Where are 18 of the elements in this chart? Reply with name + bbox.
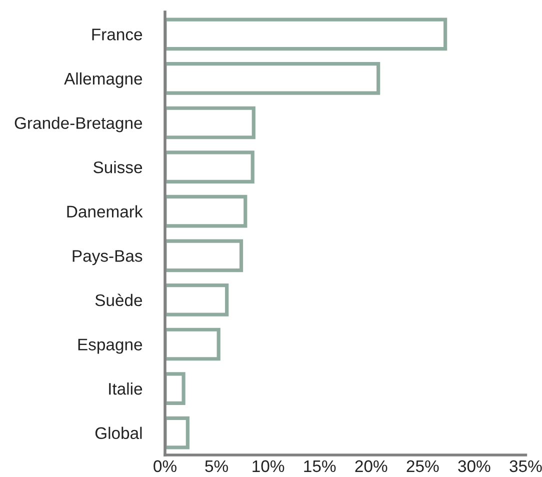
- y-tick-label: Allemagne: [64, 72, 142, 88]
- y-tick-label: Suisse: [94, 161, 142, 174]
- y-tick-label: France: [92, 28, 142, 40]
- y-tick-label: Pays-Bas: [72, 250, 142, 266]
- y-tick-label: Suède: [95, 294, 142, 306]
- y-tick-label: Italie: [109, 382, 142, 395]
- x-tick-label: 0%: [154, 460, 176, 472]
- y-tick-label: Global: [95, 426, 142, 440]
- x-tick-label: 30%: [458, 460, 490, 472]
- x-tick-label: 35%: [510, 460, 542, 472]
- x-tick-label: 25%: [406, 460, 439, 472]
- x-tick-label: 15%: [304, 460, 336, 472]
- y-tick-label: Espagne: [78, 338, 142, 354]
- y-tick-label: Grande-Bretagne: [14, 116, 142, 132]
- x-tick-label: 20%: [355, 460, 388, 472]
- x-tick-label: 5%: [205, 460, 228, 472]
- y-tick-label: Danemark: [67, 205, 143, 218]
- x-tick-label: 10%: [252, 460, 284, 472]
